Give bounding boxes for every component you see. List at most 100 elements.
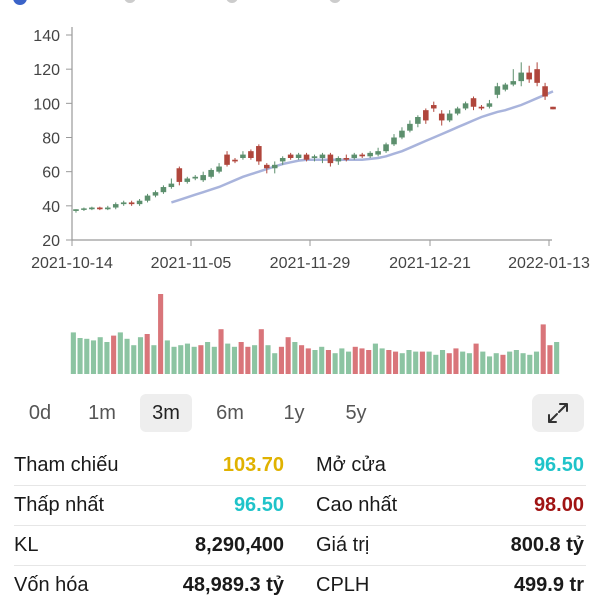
tab-6m[interactable]: 6m (216, 402, 244, 424)
volume-bar (151, 345, 157, 374)
volume-bar (460, 351, 466, 374)
volume-bar (111, 335, 117, 374)
volume-bar (386, 350, 392, 374)
legend-strip (13, 0, 341, 5)
volume-bar (252, 345, 258, 374)
tab-5y[interactable]: 5y (345, 402, 367, 424)
candle (534, 62, 540, 87)
candle (248, 149, 254, 160)
volume-bar (352, 346, 358, 374)
volume-bar (90, 340, 97, 374)
shares-outstanding-value: 499.9 tr (513, 574, 584, 596)
tab-1y[interactable]: 1y (283, 402, 305, 424)
volume-bar (453, 348, 459, 374)
candle (73, 209, 79, 213)
candle (462, 101, 469, 111)
x-tick-label: 2022-01-13 (508, 255, 590, 272)
candle (97, 206, 103, 211)
volume-label: KL (14, 534, 39, 556)
market-cap-label: Vốn hóa (14, 574, 89, 596)
candle (120, 200, 127, 206)
volume-bar (211, 346, 217, 374)
candle (271, 161, 278, 174)
candle (335, 156, 342, 165)
volume-value: 8,290,400 (195, 534, 284, 556)
candle (327, 152, 334, 167)
candle (279, 156, 286, 165)
x-tick-label: 2021-11-05 (151, 255, 232, 272)
volume-bar (171, 346, 177, 374)
legend-dot-3 (226, 0, 238, 3)
candle (224, 151, 230, 167)
volume-bar (319, 346, 325, 374)
volume-bar (554, 342, 560, 374)
volume-bar (238, 342, 244, 374)
candle (423, 108, 429, 124)
volume-bar (178, 345, 184, 374)
candle (216, 163, 222, 174)
volume-bar (258, 329, 264, 374)
volume-bar (158, 294, 164, 374)
y-tick-label: 140 (33, 28, 60, 45)
volume-bar (272, 353, 278, 374)
volume-bar (379, 348, 385, 374)
volume-bar (97, 337, 103, 374)
volume-bar (84, 338, 90, 374)
volume-bar (507, 351, 513, 374)
candle (200, 171, 206, 182)
reference-price-value: 103.70 (222, 454, 284, 476)
volume-bar (332, 353, 338, 374)
candle (526, 65, 532, 83)
candle (391, 134, 397, 147)
volume-bar (533, 351, 540, 374)
y-tick-label: 20 (42, 233, 60, 250)
stats-row: Vốn hóa 48,989.3 tỷ CPLH 499.9 tr (0, 566, 600, 606)
candle (502, 82, 509, 92)
legend-dot-2 (124, 0, 136, 3)
stats-table: Tham chiếu 103.70 Mở cửa 96.50 Thấp nhất… (0, 446, 600, 606)
candle (81, 207, 87, 211)
candle (128, 200, 135, 206)
expand-button[interactable] (532, 394, 584, 432)
row-divider (14, 485, 586, 486)
volume-bar (285, 337, 291, 374)
candle (486, 99, 493, 109)
candle (232, 158, 238, 164)
candle (136, 199, 143, 206)
volume-bar (446, 353, 452, 374)
shares-outstanding-label: CPLH (316, 574, 370, 596)
reference-price-label: Tham chiếu (14, 454, 119, 476)
moving-average-line (171, 90, 554, 204)
volume-bar (325, 350, 331, 374)
tab-0d[interactable]: 0d (28, 402, 52, 424)
volume-bar (392, 351, 399, 374)
tab-3m[interactable]: 3m (140, 394, 192, 432)
x-tick-label: 2021-12-21 (389, 255, 471, 272)
candle (454, 106, 461, 116)
tab-1m[interactable]: 1m (88, 402, 116, 424)
volume-bar (164, 340, 170, 374)
legend-dot-1 (13, 0, 27, 5)
trade-value-label: Giá trị (316, 534, 370, 556)
volume-bar (191, 346, 197, 374)
volume-bar (473, 343, 479, 374)
legend-dot-4 (329, 0, 341, 3)
open-price-label: Mở cửa (316, 454, 386, 476)
candle (430, 101, 437, 112)
volume-bar (117, 332, 123, 374)
candle (351, 152, 358, 160)
candle (446, 110, 453, 123)
candle (359, 152, 365, 158)
price-candlestick-chart: 20 40 60 80 100 120 140 2021-10-14 2021-11-05 202… (31, 27, 590, 272)
candle (399, 127, 405, 140)
volume-bar (439, 350, 446, 374)
low-price-value: 96.50 (233, 494, 284, 516)
volume-bar (372, 343, 378, 374)
volume-bar (480, 351, 486, 374)
volume-bar (433, 354, 439, 374)
volume-bar (104, 342, 110, 374)
candle (240, 151, 246, 160)
volume-bar (466, 353, 472, 374)
y-tick-label: 80 (42, 131, 60, 148)
volume-bar (225, 343, 231, 374)
